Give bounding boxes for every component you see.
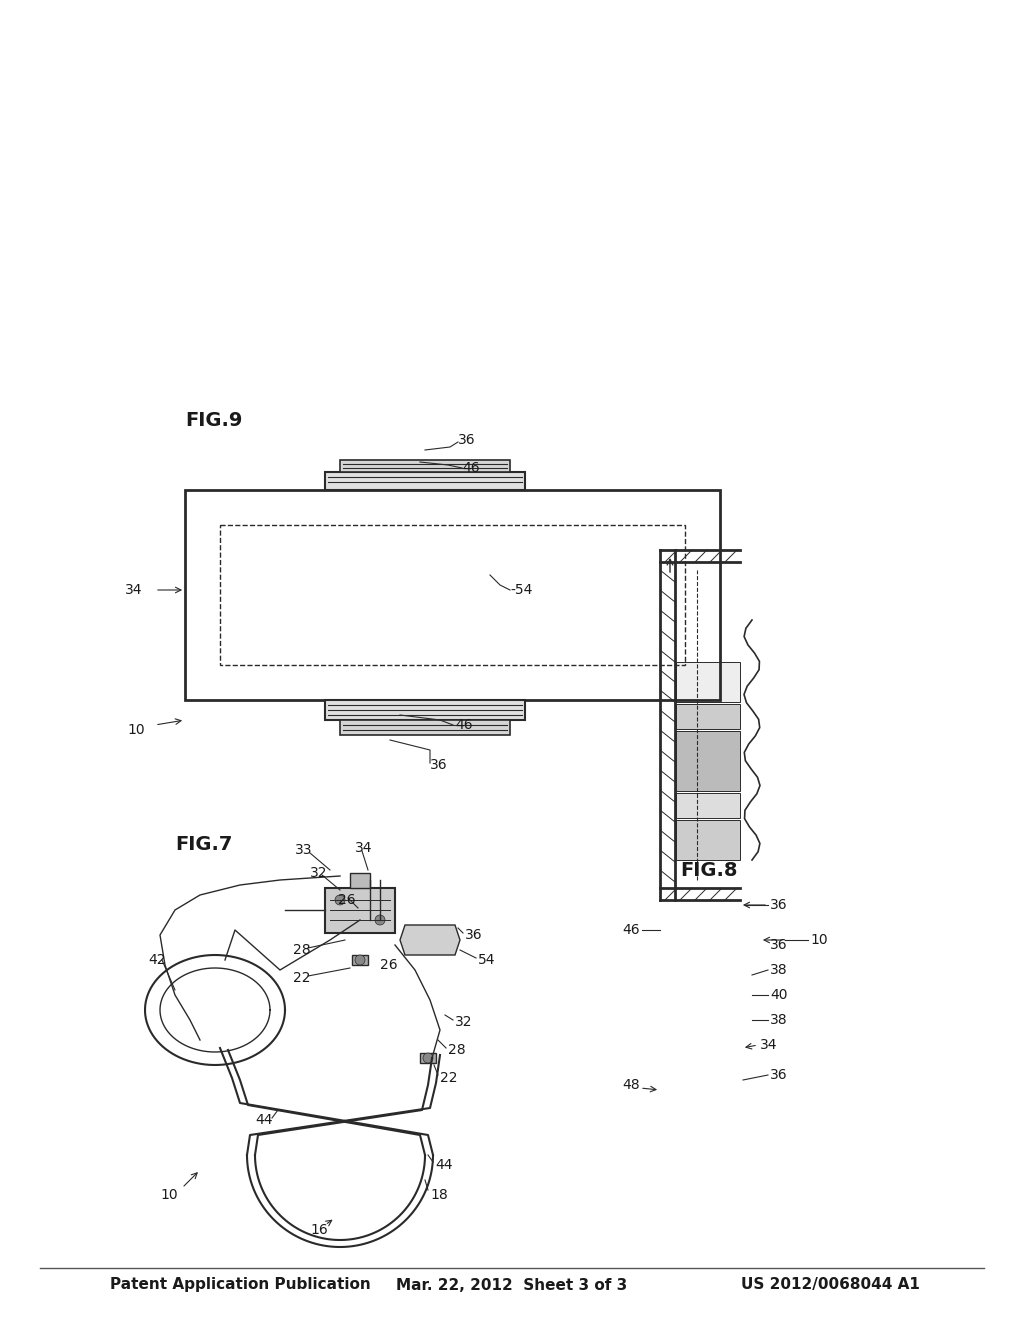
- Circle shape: [423, 1053, 433, 1063]
- Text: Patent Application Publication: Patent Application Publication: [110, 1278, 371, 1292]
- Text: 26: 26: [380, 958, 397, 972]
- Text: 18: 18: [430, 1188, 447, 1203]
- Text: US 2012/0068044 A1: US 2012/0068044 A1: [741, 1278, 920, 1292]
- Text: 34: 34: [125, 583, 142, 597]
- Bar: [220, 525, 685, 665]
- Text: 36: 36: [770, 1068, 787, 1082]
- Polygon shape: [352, 954, 368, 965]
- Text: FIG.7: FIG.7: [175, 836, 232, 854]
- Text: 44: 44: [435, 1158, 453, 1172]
- Text: 10: 10: [810, 933, 827, 946]
- Text: 28: 28: [293, 942, 310, 957]
- Text: 48: 48: [623, 1078, 640, 1092]
- Text: 36: 36: [430, 758, 447, 772]
- Text: 38: 38: [770, 1012, 787, 1027]
- Text: 32: 32: [310, 866, 328, 880]
- Circle shape: [355, 954, 365, 965]
- Circle shape: [335, 895, 345, 906]
- Bar: [676, 731, 740, 791]
- Text: 16: 16: [310, 1224, 328, 1237]
- Bar: [185, 490, 720, 700]
- Bar: [350, 873, 370, 888]
- Text: 36: 36: [770, 939, 787, 952]
- Text: 36: 36: [770, 898, 787, 912]
- Text: 10: 10: [127, 723, 145, 737]
- Text: FIG.9: FIG.9: [185, 411, 243, 429]
- Text: 46: 46: [623, 923, 640, 937]
- Text: 34: 34: [355, 841, 373, 855]
- Text: -54: -54: [510, 583, 532, 597]
- Text: 38: 38: [770, 964, 787, 977]
- Bar: [325, 700, 525, 719]
- Polygon shape: [420, 1053, 436, 1063]
- Text: 44: 44: [255, 1113, 272, 1127]
- Text: 22: 22: [440, 1071, 458, 1085]
- Text: 54: 54: [478, 953, 496, 968]
- Circle shape: [375, 915, 385, 925]
- Text: Mar. 22, 2012  Sheet 3 of 3: Mar. 22, 2012 Sheet 3 of 3: [396, 1278, 628, 1292]
- Bar: [325, 473, 525, 490]
- Bar: [340, 459, 510, 473]
- Text: 36: 36: [458, 433, 475, 447]
- Text: 32: 32: [455, 1015, 472, 1030]
- Polygon shape: [400, 925, 460, 954]
- Bar: [676, 663, 740, 702]
- Text: 26: 26: [338, 894, 355, 907]
- Text: 36: 36: [465, 928, 482, 942]
- Text: FIG.8: FIG.8: [680, 861, 737, 879]
- Bar: [676, 704, 740, 729]
- Text: 28: 28: [449, 1043, 466, 1057]
- Text: 40: 40: [770, 987, 787, 1002]
- Bar: [676, 793, 740, 818]
- Text: 33: 33: [295, 843, 312, 857]
- Text: 42: 42: [148, 953, 166, 968]
- Bar: [340, 719, 510, 735]
- Text: 46: 46: [455, 718, 473, 733]
- Text: 10: 10: [160, 1188, 177, 1203]
- Text: 46: 46: [462, 461, 479, 475]
- Text: 22: 22: [293, 972, 310, 985]
- Bar: [676, 820, 740, 861]
- Bar: [325, 888, 395, 933]
- Text: 34: 34: [760, 1038, 777, 1052]
